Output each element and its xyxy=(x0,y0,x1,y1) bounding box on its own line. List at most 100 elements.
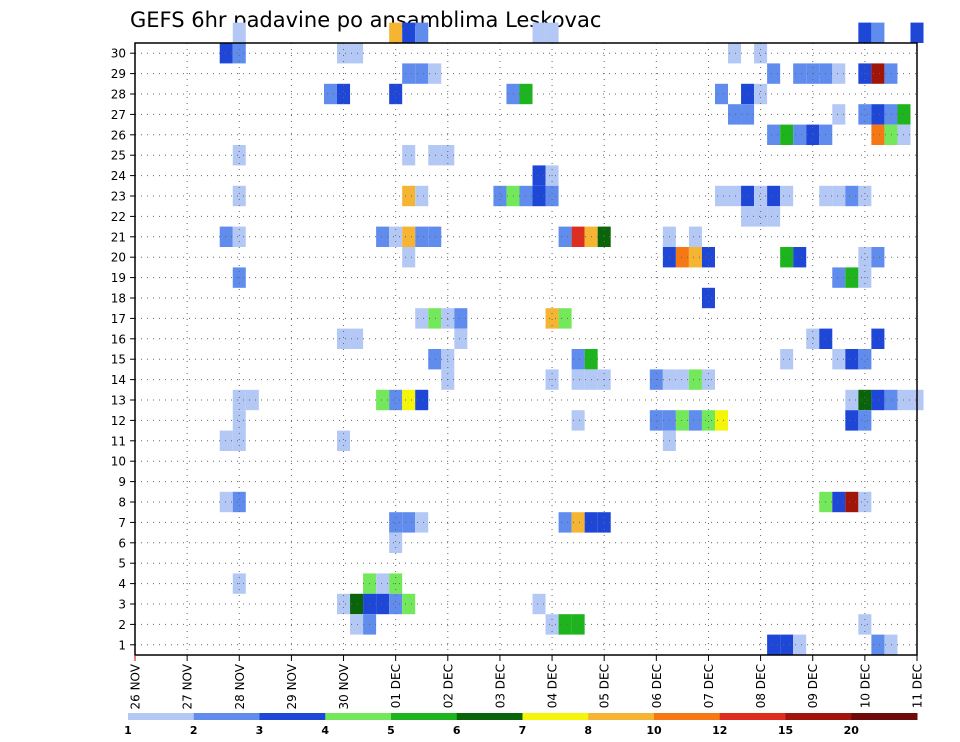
heatmap-cell xyxy=(754,83,768,105)
colorbar-swatch xyxy=(785,713,852,720)
heatmap-cell xyxy=(232,226,246,247)
heatmap-cell xyxy=(415,226,429,247)
x-axis-ticks: 26 NOV 27 NOV 28 NOV 29 NOV 30 NOV 01 DEC 02 D… xyxy=(129,655,925,710)
heatmap-cell xyxy=(884,63,898,84)
heatmap-cell xyxy=(232,145,246,166)
heatmap-cell xyxy=(701,247,715,268)
heatmap-cell xyxy=(728,185,742,207)
y-tick-label: 21 xyxy=(111,230,126,244)
colorbar-label: 5 xyxy=(387,724,395,737)
heatmap-cell xyxy=(545,185,559,207)
colorbar-label: 15 xyxy=(778,724,793,737)
colorbar-swatch xyxy=(851,713,918,720)
y-tick-label: 14 xyxy=(111,373,126,387)
heatmap-cell xyxy=(428,349,442,370)
heatmap-cell xyxy=(506,83,520,105)
chart-title: GEFS 6hr padavine po ansamblima Leskovac xyxy=(130,8,601,32)
heatmap-cell xyxy=(376,573,390,594)
heatmap-cell xyxy=(767,63,781,84)
colorbar-swatch xyxy=(719,713,786,720)
grid-layer xyxy=(135,43,917,655)
heatmap-cell xyxy=(858,389,872,411)
heatmap-cell xyxy=(219,491,233,513)
heatmap-cell xyxy=(780,634,794,655)
heatmap-cell xyxy=(845,267,859,288)
heatmap-cell xyxy=(571,614,585,635)
heatmap-cell xyxy=(675,410,689,431)
heatmap-cell xyxy=(858,22,872,43)
heatmap-cell xyxy=(402,389,416,411)
heatmap-cell xyxy=(675,369,689,390)
heatmap-cell xyxy=(532,185,546,207)
heatmap-cell xyxy=(337,43,351,64)
x-tick-label: 30 NOV xyxy=(337,663,351,709)
y-tick-label: 16 xyxy=(111,332,126,346)
y-tick-label: 8 xyxy=(118,496,126,510)
heatmap-cell xyxy=(714,83,729,105)
y-tick-label: 25 xyxy=(111,149,126,163)
heatmap-cell xyxy=(597,226,611,247)
heatmap-cell xyxy=(558,512,572,533)
heatmap-cell xyxy=(532,165,546,186)
y-tick-label: 27 xyxy=(111,108,126,122)
heatmap-cell xyxy=(428,308,442,329)
y-tick-label: 10 xyxy=(111,455,126,469)
heatmap-cell xyxy=(793,124,807,145)
heatmap-cell xyxy=(402,145,416,166)
heatmap-cell xyxy=(780,349,794,370)
heatmap-cell xyxy=(767,634,781,655)
heatmap-cell xyxy=(454,308,468,329)
colorbar-label: 4 xyxy=(321,724,329,737)
heatmap-cell xyxy=(858,247,872,268)
heatmap-cell xyxy=(858,410,872,431)
y-tick-label: 9 xyxy=(118,475,126,489)
y-tick-label: 6 xyxy=(118,536,126,550)
heatmap-cell xyxy=(219,226,233,247)
heatmap-cell xyxy=(858,491,872,513)
colorbar-label: 1 xyxy=(124,724,132,737)
colorbar-label: 20 xyxy=(844,724,860,737)
heatmap-cell xyxy=(415,22,429,43)
heatmap-cell xyxy=(389,389,403,411)
heatmap-cell xyxy=(532,22,546,43)
heatmap-cell xyxy=(884,634,898,655)
heatmap-cell xyxy=(219,430,233,451)
heatmap-cell xyxy=(571,512,585,533)
heatmap-cell xyxy=(884,124,898,145)
heatmap-cell xyxy=(793,63,807,84)
heatmap-cell xyxy=(558,614,572,635)
heatmap-cell xyxy=(871,389,885,411)
heatmap-cell xyxy=(232,410,246,431)
heatmap-cell xyxy=(376,226,390,247)
y-tick-label: 24 xyxy=(111,169,126,183)
heatmap-cell xyxy=(428,226,442,247)
heatmap-cell xyxy=(402,512,416,533)
y-tick-label: 15 xyxy=(111,353,126,367)
heatmap-cell xyxy=(545,614,559,635)
heatmap-cell xyxy=(415,308,429,329)
heatmap-cell xyxy=(675,247,689,268)
y-axis-ticks: 1234567891011121314151617181920212223242… xyxy=(111,47,135,652)
heatmap-cell xyxy=(558,226,572,247)
heatmap-cell xyxy=(402,63,416,84)
y-tick-label: 11 xyxy=(111,434,126,448)
y-tick-label: 19 xyxy=(111,271,126,285)
heatmap-cell xyxy=(845,410,859,431)
heatmap-cell xyxy=(688,247,702,268)
heatmap-cell xyxy=(415,389,429,411)
heatmap-cell xyxy=(832,491,846,513)
x-tick-label: 04 DEC xyxy=(546,664,560,708)
heatmap-cell xyxy=(350,328,364,349)
y-tick-label: 17 xyxy=(111,312,126,326)
heatmap-cell xyxy=(389,22,403,43)
heatmap-cell xyxy=(832,185,846,207)
heatmap-cell xyxy=(337,430,351,451)
colorbar: 1 2 3 4 5 6 7 8 10 12 15 20 xyxy=(124,713,918,737)
colorbar-swatch xyxy=(259,713,326,720)
heatmap-cell xyxy=(389,226,403,247)
heatmap-cell xyxy=(767,124,781,145)
heatmap-cell xyxy=(858,349,872,370)
heatmap-cell xyxy=(350,614,364,635)
heatmap-cell xyxy=(402,593,416,615)
heatmap-cell xyxy=(389,532,403,553)
